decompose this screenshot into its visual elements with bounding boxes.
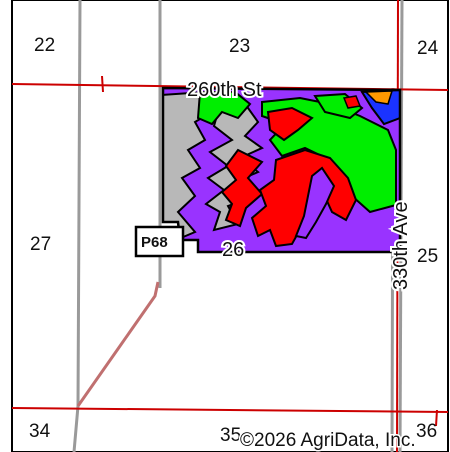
field-outline: [161, 86, 402, 254]
section-22-label: 22: [34, 35, 55, 56]
section-35-label: 35: [220, 425, 241, 446]
section-36-label: 36: [416, 421, 437, 442]
shield-box: [134, 225, 185, 258]
section-26-label: 26: [222, 239, 244, 261]
red-zone: [220, 148, 264, 228]
tick-mark: [101, 75, 104, 93]
section-25-label: 25: [417, 246, 438, 267]
section-27-label: 27: [30, 234, 51, 255]
red-zone: [342, 95, 362, 109]
road-label-260th-st: 260th St: [187, 79, 262, 101]
section-24-label: 24: [417, 38, 439, 59]
route-shield-p68: P68: [134, 225, 185, 258]
copyright-text: ©2026 AgriData, Inc.: [240, 430, 416, 451]
field-boundary: [163, 88, 400, 252]
green-zone: [196, 91, 252, 126]
purple-zone: [294, 166, 336, 240]
red-zone: [266, 106, 314, 142]
section-23-label: 23: [229, 36, 250, 57]
shield-label: P68: [141, 234, 168, 251]
tick-mark: [435, 409, 438, 427]
orange-zone: [364, 90, 394, 105]
section-34-label: 34: [29, 421, 51, 442]
road-label-330th-ave: 330th Ave: [390, 201, 412, 290]
diagonal-road: [76, 281, 160, 407]
south-section-line: [11, 407, 449, 413]
